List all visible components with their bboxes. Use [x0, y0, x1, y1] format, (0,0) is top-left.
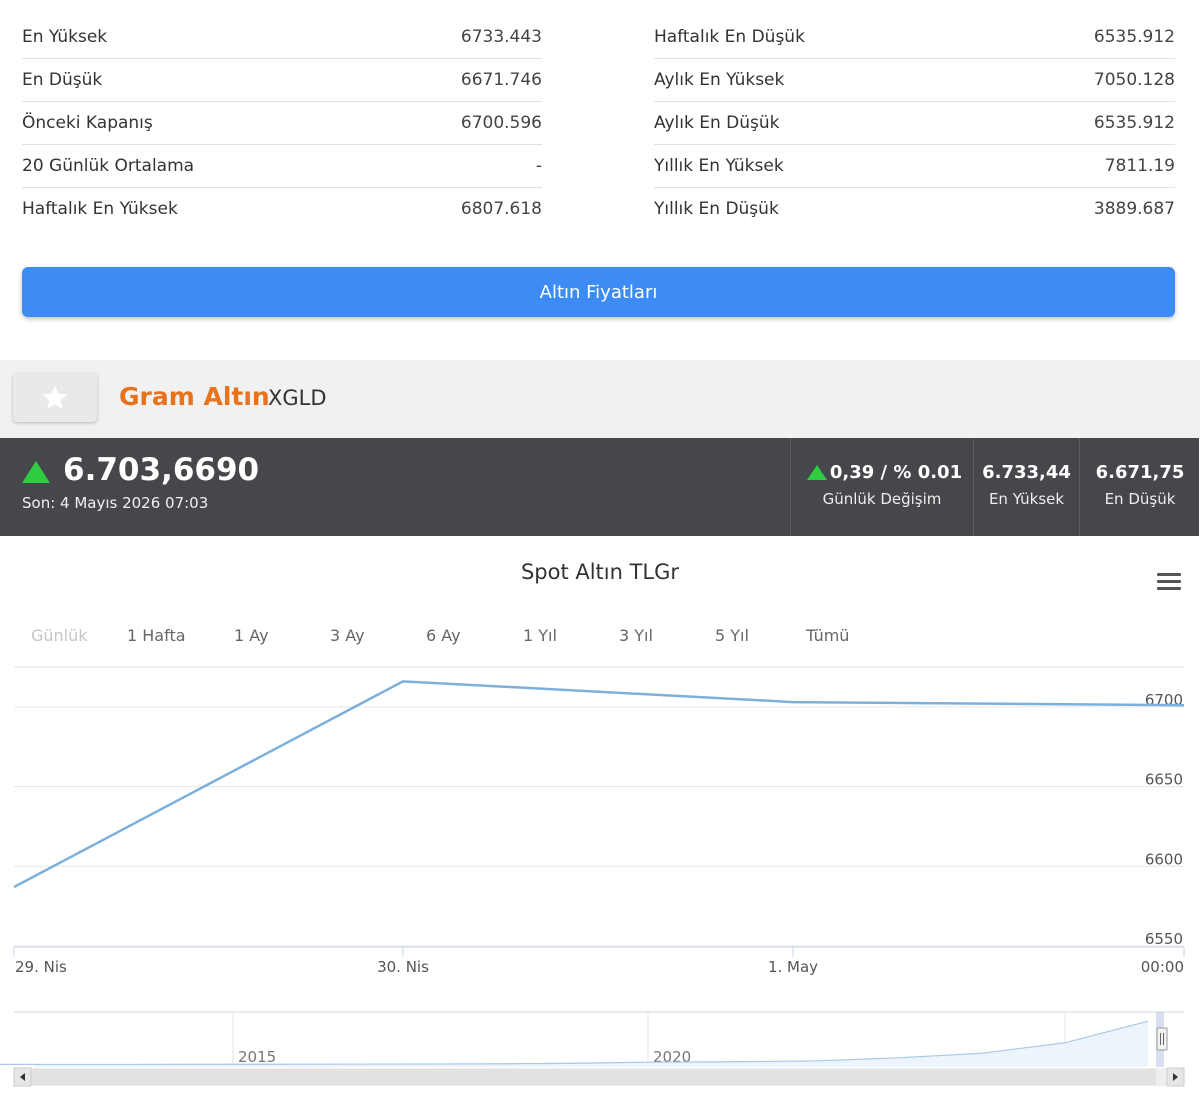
stat-value: 6671.746	[460, 70, 542, 90]
day-high-cell: 6.733,44 En Yüksek	[973, 438, 1079, 536]
stat-row: Aylık En Yüksek 7050.128	[654, 59, 1175, 102]
stats-panel: En Yüksek 6733.443 En Düşük 6671.746 Önceki …	[0, 16, 1200, 360]
stat-label: Yıllık En Düşük	[654, 199, 779, 219]
range-button[interactable]: 3 Ay	[330, 626, 365, 645]
x-tick-label: 1. May	[768, 958, 818, 976]
day-low-value: 6.671,75	[1095, 462, 1185, 483]
stat-row: Haftalık En Düşük 6535.912	[654, 16, 1175, 59]
daily-change-label: Günlük Değişim	[822, 490, 942, 508]
up-triangle-icon	[22, 461, 50, 483]
last-update: Son: 4 Mayıs 2026 07:03	[22, 494, 209, 512]
day-low-cell: 6.671,75 En Düşük	[1079, 438, 1200, 536]
stat-label: 20 Günlük Ortalama	[22, 156, 195, 176]
range-button[interactable]: Tümü	[806, 626, 850, 645]
stat-label: Önceki Kapanış	[22, 113, 153, 133]
stat-row: En Yüksek 6733.443	[22, 16, 542, 59]
navigator-handle[interactable]	[1156, 1027, 1168, 1051]
stats-right-column: Haftalık En Düşük 6535.912 Aylık En Yüksek…	[654, 16, 1175, 230]
x-tick-label: 29. Nis	[15, 958, 67, 976]
range-button[interactable]: 1 Ay	[234, 626, 269, 645]
stat-value: 6700.596	[460, 113, 542, 133]
stat-label: En Düşük	[22, 70, 103, 90]
stat-label: Aylık En Düşük	[654, 113, 780, 133]
range-button[interactable]: 5 Yıl	[715, 626, 749, 645]
series-line	[13, 680, 1185, 889]
navigator-area	[0, 1021, 1149, 1067]
y-tick-label: 6650	[1145, 771, 1183, 789]
chevron-right-icon	[1173, 1073, 1178, 1081]
stat-value: 6535.912	[1093, 27, 1175, 47]
stats-left-column: En Yüksek 6733.443 En Düşük 6671.746 Önceki …	[22, 16, 542, 230]
favorite-button[interactable]	[13, 374, 97, 422]
y-tick-label: 6550	[1145, 930, 1183, 948]
stat-label: Haftalık En Düşük	[654, 27, 805, 47]
stat-row: Yıllık En Düşük 3889.687	[654, 188, 1175, 230]
stat-value: 7050.128	[1093, 70, 1175, 90]
star-icon	[42, 385, 68, 409]
stat-label: Aylık En Yüksek	[654, 70, 785, 90]
stat-value: 6733.443	[460, 27, 542, 47]
price-bar: 6.703,6690 Son: 4 Mayıs 2026 07:03 0,39 …	[0, 438, 1199, 536]
navigator-series	[0, 1020, 1149, 1066]
range-button[interactable]: 1 Yıl	[523, 626, 557, 645]
daily-change-value: 0,39 / % 0.01	[829, 462, 963, 483]
stat-row: Aylık En Düşük 6535.912	[654, 102, 1175, 145]
chart-title: Spot Altın TLGr	[520, 560, 680, 584]
asset-name: Gram Altın	[119, 382, 270, 411]
current-price: 6.703,6690	[63, 452, 260, 488]
day-high-value: 6.733,44	[982, 462, 1071, 483]
y-tick-label: 6600	[1145, 850, 1183, 868]
range-button: Günlük	[31, 626, 88, 645]
stat-value: 6535.912	[1093, 113, 1175, 133]
day-low-label: En Düşük	[1104, 490, 1176, 508]
stat-label: Yıllık En Yüksek	[654, 156, 784, 176]
stat-value: 6807.618	[460, 199, 542, 219]
range-button[interactable]: 1 Hafta	[127, 626, 186, 645]
stat-value: -	[535, 156, 542, 176]
range-button[interactable]: 6 Ay	[426, 626, 461, 645]
stat-row: Haftalık En Yüksek 6807.618	[22, 188, 542, 230]
asset-title-bar: Gram Altın XGLD	[0, 360, 1200, 438]
x-tick-label: 00:00	[1141, 958, 1184, 976]
gold-prices-button[interactable]: Altın Fiyatları	[22, 267, 1175, 317]
stat-row: Yıllık En Yüksek 7811.19	[654, 145, 1175, 188]
day-high-label: En Yüksek	[988, 490, 1065, 508]
navigator-tick-label: 2015	[238, 1048, 276, 1066]
hamburger-menu-icon[interactable]	[1157, 573, 1181, 591]
stat-row: En Düşük 6671.746	[22, 59, 542, 102]
price-chart: 6550 6600 6650 6700 29. Nis 30. Nis 1. May 00:0…	[0, 536, 1200, 1109]
chevron-left-icon	[20, 1073, 25, 1081]
stat-row: 20 Günlük Ortalama -	[22, 145, 542, 188]
up-triangle-icon	[807, 465, 827, 480]
range-button[interactable]: 3 Yıl	[619, 626, 653, 645]
stat-row: Önceki Kapanış 6700.596	[22, 102, 542, 145]
stat-label: En Yüksek	[22, 27, 108, 47]
scrollbar-thumb[interactable]	[31, 1069, 1156, 1085]
asset-code: XGLD	[268, 386, 327, 410]
x-tick-label: 30. Nis	[377, 958, 429, 976]
stat-label: Haftalık En Yüksek	[22, 199, 178, 219]
daily-change-cell: 0,39 / % 0.01 Günlük Değişim	[790, 438, 973, 536]
stat-value: 3889.687	[1093, 199, 1175, 219]
stat-value: 7811.19	[1104, 156, 1175, 176]
